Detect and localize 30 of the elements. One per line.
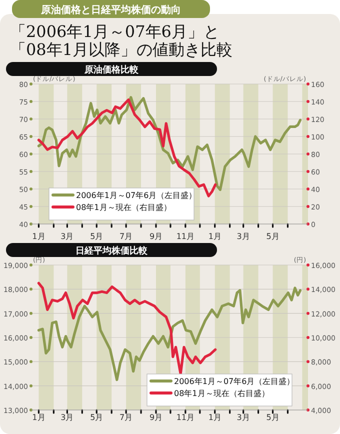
- x-tick-label: 3月: [60, 413, 74, 422]
- x-tick-label: 5月: [90, 232, 104, 241]
- x-tick-label: 5月: [266, 232, 280, 241]
- text: 「08年1月以降」の値動き比較: [10, 40, 233, 59]
- x-tick-label: 1月: [32, 232, 46, 241]
- line-series: [37, 282, 217, 376]
- x-tick-label: 9月: [149, 232, 163, 241]
- x-tick-label: 5月: [266, 413, 280, 422]
- x-tick-label: 1月: [32, 413, 46, 422]
- x-tick-label: 11月: [176, 413, 195, 422]
- x-tick-label: 7月: [120, 413, 133, 422]
- chart-title: 日経平均株価比較: [76, 246, 148, 256]
- x-tick-label: 7月: [120, 232, 133, 241]
- legend-label: 08年1月～現在（右目盛）: [76, 203, 172, 212]
- x-tick-label: 1月: [208, 413, 222, 422]
- chart-title: 原油価格比較: [84, 64, 140, 76]
- x-tick-label: 3月: [236, 413, 250, 422]
- text: 「2006年1月～07年6月」と: [10, 22, 220, 41]
- x-tick-label: 3月: [236, 232, 250, 241]
- line-series: [37, 98, 217, 198]
- legend-label: 2006年1月～07年6月（左目盛）: [174, 377, 295, 386]
- x-tick-label: 11月: [176, 232, 195, 241]
- x-tick-label: 5月: [90, 413, 104, 422]
- x-tick-label: 9月: [149, 413, 163, 422]
- legend-label: 08年1月～現在（右目盛）: [174, 389, 270, 398]
- legend-label: 2006年1月～07年6月（左目盛）: [76, 191, 197, 200]
- x-tick-label: 1月: [208, 232, 222, 241]
- line-series: [37, 96, 302, 191]
- text: 原油価格と日経平均株価の動向: [40, 4, 181, 16]
- x-tick-label: 3月: [60, 232, 74, 241]
